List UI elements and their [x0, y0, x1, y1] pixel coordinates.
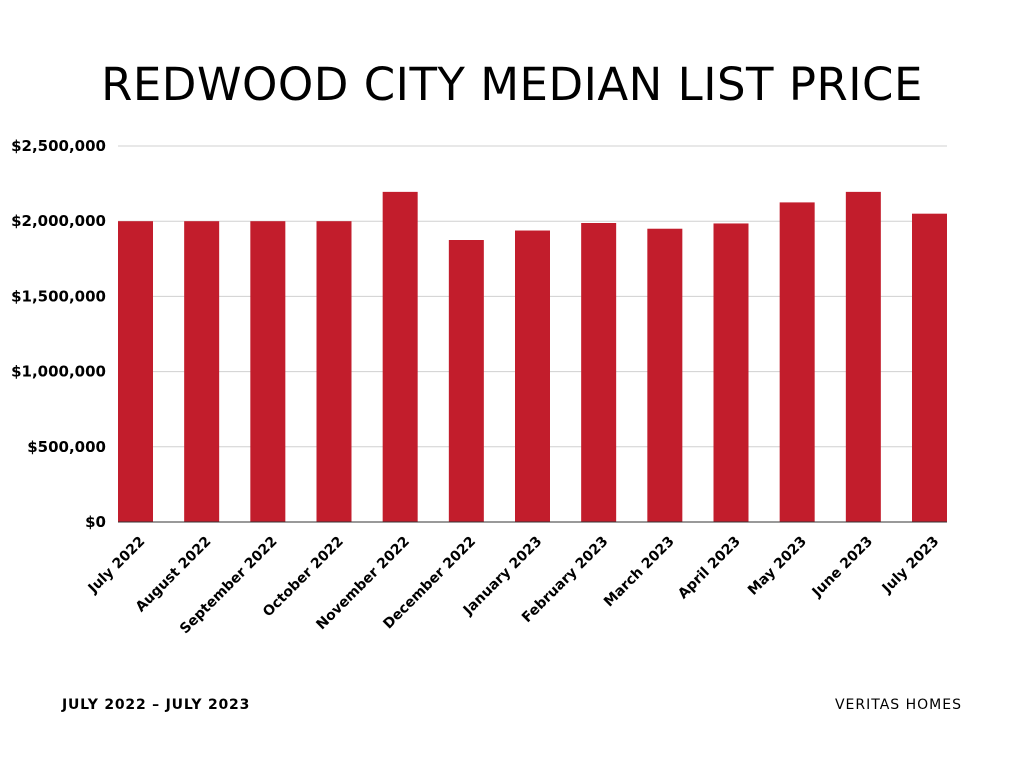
x-tick-label: June 2023: [809, 534, 877, 602]
bar: [779, 202, 815, 522]
bar: [118, 221, 153, 522]
brand-label: VERITAS HOMES: [834, 697, 962, 713]
bar: [912, 213, 947, 522]
bar: [647, 228, 683, 522]
bars: [118, 191, 947, 523]
x-tick-label: April 2023: [675, 534, 744, 603]
bar: [250, 221, 286, 522]
y-tick-labels: $0 $500,000 $1,000,000 $1,500,000 $2,000,000…: [11, 137, 106, 531]
bar: [448, 240, 484, 522]
y-tick-label: $1,000,000: [11, 363, 106, 381]
bar: [382, 191, 418, 522]
x-tick-label: July 2023: [879, 534, 943, 598]
bar: [581, 223, 617, 522]
bar: [316, 221, 352, 522]
y-tick-label: $500,000: [27, 438, 106, 456]
bar: [845, 191, 881, 522]
chart-title: REDWOOD CITY MEDIAN LIST PRICE: [101, 58, 923, 111]
x-tick-label: July 2022: [85, 534, 149, 598]
y-tick-label: $0: [85, 513, 106, 531]
x-tick-label: March 2023: [601, 534, 678, 611]
y-tick-label: $2,000,000: [11, 212, 106, 230]
y-tick-label: $1,500,000: [11, 287, 106, 305]
x-tick-label: May 2023: [745, 534, 810, 599]
y-tick-label: $2,500,000: [11, 137, 106, 155]
bar: [515, 230, 550, 523]
bar: [713, 223, 749, 522]
date-range-label: JULY 2022 – JULY 2023: [62, 697, 251, 713]
bar: [184, 221, 220, 522]
